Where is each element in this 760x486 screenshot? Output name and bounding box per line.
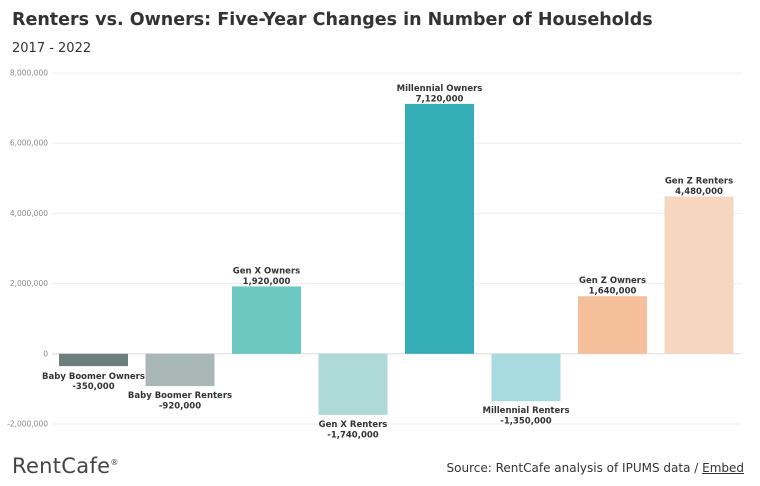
bar-category-label: Millennial Renters	[482, 406, 569, 416]
source-text: Source: RentCafe analysis of IPUMS data …	[446, 461, 699, 475]
y-tick-label: 2,000,000	[10, 279, 48, 288]
chart-title: Renters vs. Owners: Five-Year Changes in…	[12, 10, 653, 30]
source-note: Source: RentCafe analysis of IPUMS data …	[447, 461, 744, 475]
embed-link[interactable]: Embed	[702, 461, 744, 475]
bar-category-label: Gen Z Renters	[665, 177, 733, 187]
bar[interactable]	[405, 103, 474, 354]
bar-value-label: 7,120,000	[416, 94, 464, 104]
bar[interactable]	[232, 286, 301, 354]
bar[interactable]	[318, 353, 388, 415]
y-tick-label: 4,000,000	[10, 209, 48, 218]
bar-value-label: 1,920,000	[243, 277, 291, 287]
bar[interactable]	[578, 296, 647, 354]
y-tick-label: -2,000,000	[7, 420, 48, 429]
bar-category-label: Gen Z Owners	[579, 276, 646, 286]
brand-name: RentCafe	[12, 454, 111, 478]
bar-category-label: Gen X Renters	[319, 420, 388, 430]
bar[interactable]	[59, 353, 128, 367]
bar-category-label: Baby Boomer Owners	[42, 372, 145, 382]
chart-subtitle: 2017 - 2022	[12, 41, 92, 56]
y-tick-label: 0	[43, 349, 48, 358]
bar-value-label: 1,640,000	[589, 287, 637, 297]
rentcafe-logo[interactable]: RentCafe®	[12, 454, 119, 478]
bar-category-label: Millennial Owners	[397, 84, 483, 94]
bar-value-label: -1,350,000	[500, 417, 551, 427]
bar[interactable]	[664, 196, 734, 354]
y-tick-label: 8,000,000	[10, 69, 48, 78]
bar[interactable]	[491, 353, 561, 402]
bar-value-label: -1,740,000	[327, 430, 378, 440]
bar-category-label: Baby Boomer Renters	[128, 391, 232, 401]
bar-value-label: -920,000	[159, 402, 201, 412]
bar-value-label: 4,480,000	[675, 187, 723, 197]
bar-category-label: Gen X Owners	[233, 266, 300, 276]
registered-mark: ®	[110, 458, 119, 467]
y-tick-label: 6,000,000	[10, 139, 48, 148]
bar-value-label: -350,000	[72, 382, 114, 392]
bar[interactable]	[145, 353, 215, 387]
